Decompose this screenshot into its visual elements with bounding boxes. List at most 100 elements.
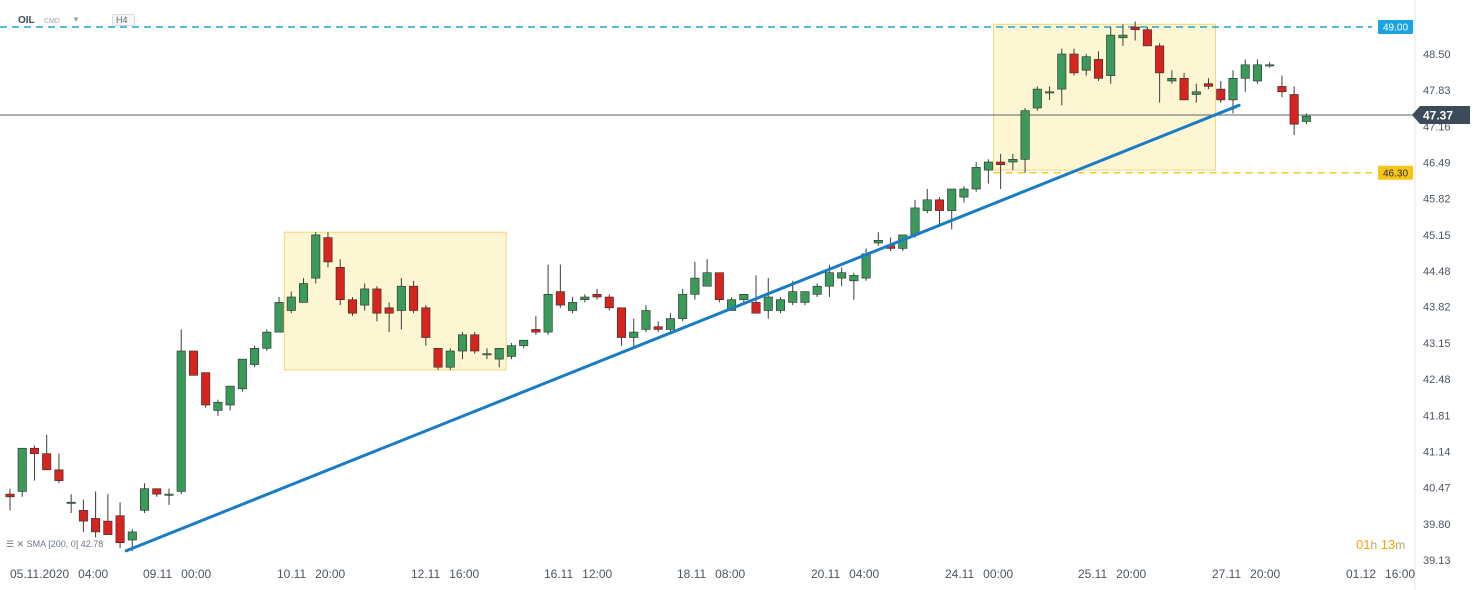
candle [1130, 21, 1140, 41]
candle [519, 339, 529, 349]
candle [494, 348, 504, 368]
candle [458, 332, 468, 360]
y-tick-label: 48.50 [1423, 49, 1451, 61]
candlesticks [5, 21, 1311, 551]
candle [568, 297, 578, 314]
x-tick-date: 25.11 [1078, 567, 1107, 581]
settings-icon[interactable]: ☰ [6, 539, 15, 549]
candle [1032, 86, 1042, 111]
candle-body [751, 302, 761, 314]
candle-body [971, 167, 981, 190]
consolidation-zones [283, 23, 1217, 371]
trendline[interactable] [124, 103, 1241, 553]
candle-body [1216, 88, 1226, 101]
y-tick-label: 39.80 [1423, 519, 1451, 531]
candle-body [788, 291, 798, 303]
candle [849, 272, 859, 300]
support-tag-label: 46.30 [1383, 168, 1408, 179]
candle [837, 267, 847, 287]
candle [201, 372, 211, 408]
sma-indicator-legend[interactable]: ☰ ✕ SMA [200, 0] 42.78 [6, 539, 103, 550]
uptrend-line[interactable] [124, 103, 1241, 553]
candle-body [727, 299, 737, 311]
candle [775, 297, 785, 314]
candle [323, 232, 333, 268]
candle-body [1008, 159, 1018, 163]
x-tick-time: 16:00 [1385, 567, 1415, 581]
candle [360, 283, 370, 311]
candle [983, 159, 993, 184]
x-tick-time: 20:00 [315, 567, 345, 581]
instrument-symbol[interactable]: OIL [18, 15, 35, 26]
candle [433, 348, 443, 370]
candle [739, 294, 749, 303]
candle [213, 399, 223, 416]
consolidation-zone-1[interactable] [283, 231, 507, 371]
x-tick-date: 20.11 [811, 567, 840, 581]
x-tick-time: 04:00 [849, 567, 879, 581]
candle [555, 264, 565, 308]
candle [470, 332, 480, 354]
resistance-tag-label: 49.00 [1383, 22, 1408, 33]
candle [592, 288, 602, 300]
candle [763, 278, 773, 319]
candle [1057, 48, 1067, 106]
candle-body [580, 296, 590, 301]
candle [1045, 86, 1055, 100]
y-tick-label: 46.49 [1423, 158, 1451, 170]
candle-body [555, 291, 565, 306]
candle [996, 153, 1006, 190]
consolidation-zone-2[interactable] [993, 23, 1217, 171]
candle [959, 186, 969, 203]
price-axis[interactable]: 48.50 47.83 47.16 46.49 45.82 45.15 44.48 43.82… [1378, 0, 1470, 590]
y-tick-label: 39.13 [1423, 555, 1451, 567]
candle [384, 302, 394, 333]
x-tick-date: 18.11 [677, 567, 706, 581]
countdown-hours-unit: h [1370, 538, 1378, 552]
candle [1069, 48, 1079, 76]
candle [1167, 70, 1177, 84]
candle-body [66, 501, 76, 504]
candle-body [140, 488, 150, 511]
candle-body [360, 288, 370, 306]
candle [543, 264, 553, 335]
time-axis[interactable]: 05.11.2020 04:00 09.11 00:00 10.11 20:00 12.11… [10, 567, 1415, 581]
close-icon[interactable]: ✕ [16, 539, 25, 549]
candle [690, 261, 700, 300]
candle [616, 307, 626, 346]
candle [1142, 26, 1152, 47]
candle-body [78, 510, 88, 522]
timeframe-selector[interactable]: H4 [112, 14, 135, 26]
candle [947, 188, 957, 230]
y-tick-label: 47.83 [1423, 85, 1451, 97]
candle-body [849, 275, 859, 282]
candle [286, 291, 296, 314]
y-tick-label: 41.81 [1423, 410, 1451, 422]
candle-body [910, 207, 920, 236]
candle-body [629, 331, 639, 338]
candle-body [861, 253, 871, 279]
candle-body [262, 331, 272, 349]
x-tick-date: 24.11 [945, 567, 974, 581]
candle [653, 321, 663, 333]
candle-body [409, 285, 419, 311]
candle [17, 447, 27, 497]
candle [164, 488, 174, 505]
candle-body [996, 161, 1006, 166]
y-tick-label: 47.16 [1423, 121, 1451, 133]
x-tick-time: 04:00 [78, 567, 108, 581]
candle [396, 278, 406, 330]
candle-body [1289, 94, 1299, 125]
x-tick-time: 00:00 [983, 567, 1013, 581]
candle-body [421, 307, 431, 338]
candle-body [1167, 78, 1177, 82]
candle [42, 434, 52, 471]
chevron-down-icon[interactable]: ▼ [72, 15, 80, 24]
candle-body [763, 296, 773, 311]
candle-body [29, 447, 39, 454]
candle [922, 189, 932, 214]
candle-body [458, 334, 468, 352]
candle [678, 288, 688, 322]
candle [482, 348, 492, 360]
